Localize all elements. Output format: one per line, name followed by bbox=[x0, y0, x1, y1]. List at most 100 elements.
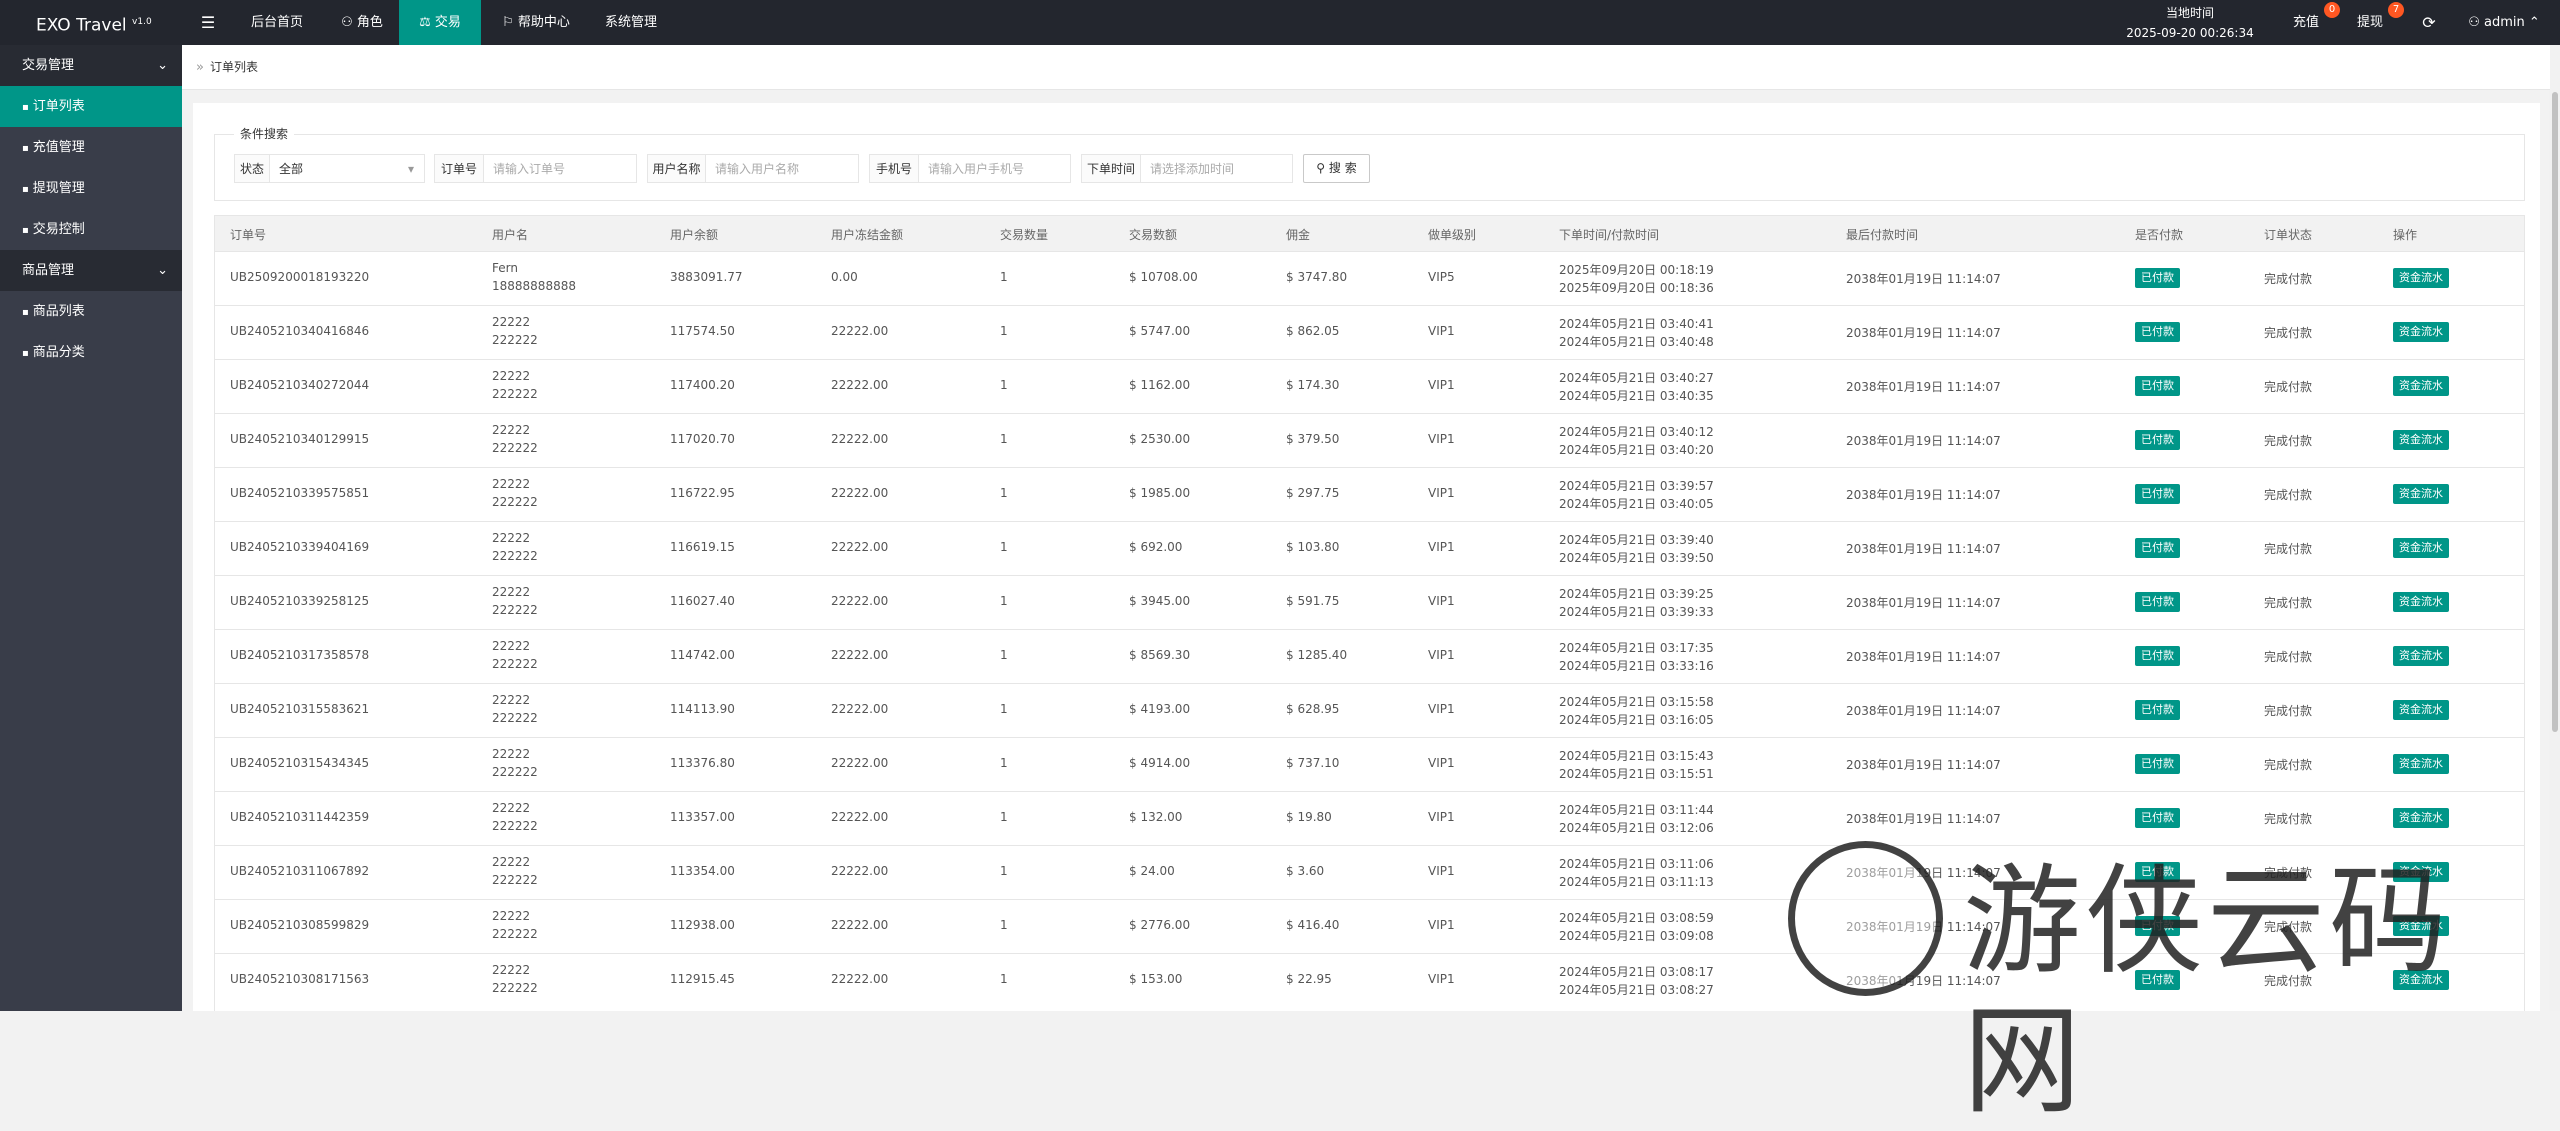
status-select[interactable]: 全部 ▾ bbox=[269, 154, 425, 183]
table-cell: 2024年05月21日 03:39:33 bbox=[1559, 605, 1714, 619]
recharge-badge: 0 bbox=[2324, 2, 2340, 18]
table-cell: 0.00 bbox=[831, 270, 858, 284]
paid-tag: 已付款 bbox=[2135, 484, 2180, 504]
table-cell: 22222 bbox=[492, 477, 531, 491]
user-menu[interactable]: ⚇ admin ⌃ bbox=[2468, 15, 2540, 30]
table-cell: 222222 bbox=[492, 765, 538, 779]
table-cell: UB2405210339575851 bbox=[230, 486, 370, 500]
scroll-thumb[interactable] bbox=[2551, 92, 2558, 732]
flow-button[interactable]: 资金流水 bbox=[2393, 268, 2449, 288]
table-cell: 2024年05月21日 03:39:50 bbox=[1559, 551, 1714, 565]
flow-button[interactable]: 资金流水 bbox=[2393, 322, 2449, 342]
table-cell: UB2405210311067892 bbox=[230, 864, 370, 878]
menu-toggle[interactable]: ☰ bbox=[200, 13, 216, 32]
menu-item[interactable]: ▪ 商品列表 bbox=[0, 291, 182, 332]
scrollbar[interactable] bbox=[2549, 90, 2560, 1011]
menu-item-active[interactable]: ▪ 订单列表 bbox=[0, 86, 182, 127]
flow-button[interactable]: 资金流水 bbox=[2393, 916, 2449, 936]
name-input[interactable]: 请输入用户名称 bbox=[705, 154, 859, 183]
table-cell: 2038年01月19日 11:14:07 bbox=[1846, 542, 2001, 556]
breadcrumb[interactable]: 订单列表 bbox=[210, 60, 259, 74]
flow-button[interactable]: 资金流水 bbox=[2393, 538, 2449, 558]
table-row: UB2405210311067892 22222 222222 113354.00 22… bbox=[215, 845, 2524, 899]
table-cell: 完成付款 bbox=[2264, 974, 2313, 988]
flow-button[interactable]: 资金流水 bbox=[2393, 700, 2449, 720]
table-cell: 222222 bbox=[492, 387, 538, 401]
table-cell: 1 bbox=[1000, 756, 1008, 770]
search-button[interactable]: ⚲ 搜 索 bbox=[1303, 154, 1370, 183]
menu-item[interactable]: ▪ 商品分类 bbox=[0, 332, 182, 373]
nav-text: 帮助中心 bbox=[517, 15, 570, 30]
table-cell: 1 bbox=[1000, 594, 1008, 608]
nav-item[interactable]: 后台首页 bbox=[250, 15, 303, 30]
table-row: UB2405210308171563 22222 222222 112915.45 22… bbox=[215, 953, 2524, 1007]
table-cell: 2024年05月21日 03:39:25 bbox=[1559, 587, 1714, 601]
time-value: 2025-09-20 00:26:34 bbox=[2126, 26, 2254, 40]
flow-button[interactable]: 资金流水 bbox=[2393, 646, 2449, 666]
withdraw-badge: 7 bbox=[2388, 2, 2404, 18]
table-cell: UB2405210340272044 bbox=[230, 378, 370, 392]
table-cell: VIP1 bbox=[1428, 864, 1455, 878]
flow-button[interactable]: 资金流水 bbox=[2393, 754, 2449, 774]
user-icon: ⚇ bbox=[2468, 15, 2485, 30]
table-cell: 1 bbox=[1000, 810, 1008, 824]
flow-button[interactable]: 资金流水 bbox=[2393, 808, 2449, 828]
column-header: 订单号 bbox=[230, 228, 267, 242]
menu-icon: ▪ bbox=[22, 348, 29, 359]
nav-item[interactable]: ⚐ 帮助中心 bbox=[488, 0, 584, 45]
flow-button[interactable]: 资金流水 bbox=[2393, 862, 2449, 882]
flow-button[interactable]: 资金流水 bbox=[2393, 592, 2449, 612]
table-row: UB2405210339258125 22222 222222 116027.40 22… bbox=[215, 575, 2524, 629]
table-cell: 2038年01月19日 11:14:07 bbox=[1846, 704, 2001, 718]
withdraw[interactable]: 提现 bbox=[2356, 15, 2383, 30]
table-cell: 2024年05月21日 03:39:57 bbox=[1559, 479, 1714, 493]
order-input[interactable]: 请输入订单号 bbox=[483, 154, 637, 183]
table-cell: 2038年01月19日 11:14:07 bbox=[1846, 596, 2001, 610]
table-cell: VIP1 bbox=[1428, 486, 1455, 500]
table-cell: 1 bbox=[1000, 648, 1008, 662]
phone-input[interactable]: 请输入用户手机号 bbox=[918, 154, 1071, 183]
nav-item[interactable]: 系统管理 bbox=[604, 15, 657, 30]
nav-item-active[interactable]: ⚖ 交易 bbox=[399, 0, 481, 45]
table-row: UB2405210340416846 22222 222222 117574.50 22… bbox=[215, 305, 2524, 359]
flow-button[interactable]: 资金流水 bbox=[2393, 376, 2449, 396]
table-cell: 114742.00 bbox=[670, 648, 735, 662]
paid-tag: 已付款 bbox=[2135, 322, 2180, 342]
table-cell: 2024年05月21日 03:11:06 bbox=[1559, 857, 1714, 871]
table-cell: 2038年01月19日 11:14:07 bbox=[1846, 758, 2001, 772]
menu-text: 订单列表 bbox=[32, 99, 85, 114]
table-cell: UB2405210311442359 bbox=[230, 810, 370, 824]
table-cell: UB2405210340129915 bbox=[230, 432, 370, 446]
menu-item[interactable]: ▪ 提现管理 bbox=[0, 168, 182, 209]
button-text: 搜 索 bbox=[1328, 161, 1357, 175]
table-cell: 1 bbox=[1000, 270, 1008, 284]
paid-tag: 已付款 bbox=[2135, 538, 2180, 558]
time-label: 当地时间 bbox=[2165, 6, 2214, 20]
flow-button[interactable]: 资金流水 bbox=[2393, 430, 2449, 450]
local-time: 当地时间 2025-09-20 00:26:34 bbox=[2120, 3, 2260, 43]
column-header: 是否付款 bbox=[2135, 228, 2184, 242]
search-legend: 条件搜索 bbox=[234, 125, 295, 142]
table-cell: VIP1 bbox=[1428, 540, 1455, 554]
paid-tag: 已付款 bbox=[2135, 376, 2180, 396]
recharge[interactable]: 充值 bbox=[2292, 15, 2319, 30]
table-cell: 22222.00 bbox=[831, 972, 889, 986]
refresh[interactable]: ⟳ bbox=[2422, 13, 2436, 32]
menu-item[interactable]: ▪ 充值管理 bbox=[0, 127, 182, 168]
nav-item[interactable]: ⚇ 角色 bbox=[326, 0, 398, 45]
menu-icon: ▪ bbox=[22, 143, 29, 154]
table-cell: 1 bbox=[1000, 486, 1008, 500]
menu-item[interactable]: ▪ 交易控制 bbox=[0, 209, 182, 250]
time-input[interactable]: 请选择添加时间 bbox=[1140, 154, 1293, 183]
table-cell: 222222 bbox=[492, 873, 538, 887]
table-cell: 2024年05月21日 03:08:17 bbox=[1559, 965, 1714, 979]
flow-button[interactable]: 资金流水 bbox=[2393, 484, 2449, 504]
table-cell: 22222 bbox=[492, 315, 531, 329]
table-cell: 完成付款 bbox=[2264, 812, 2313, 826]
menu-group[interactable]: 交易管理 ⌄ bbox=[0, 45, 182, 86]
menu-group[interactable]: 商品管理 ⌄ bbox=[0, 250, 182, 291]
flow-button[interactable]: 资金流水 bbox=[2393, 970, 2449, 990]
nav-icon: ⚐ bbox=[502, 15, 518, 30]
table-row: UB2405210339575851 22222 222222 116722.95 22… bbox=[215, 467, 2524, 521]
field-label: 下单时间 bbox=[1081, 154, 1141, 183]
